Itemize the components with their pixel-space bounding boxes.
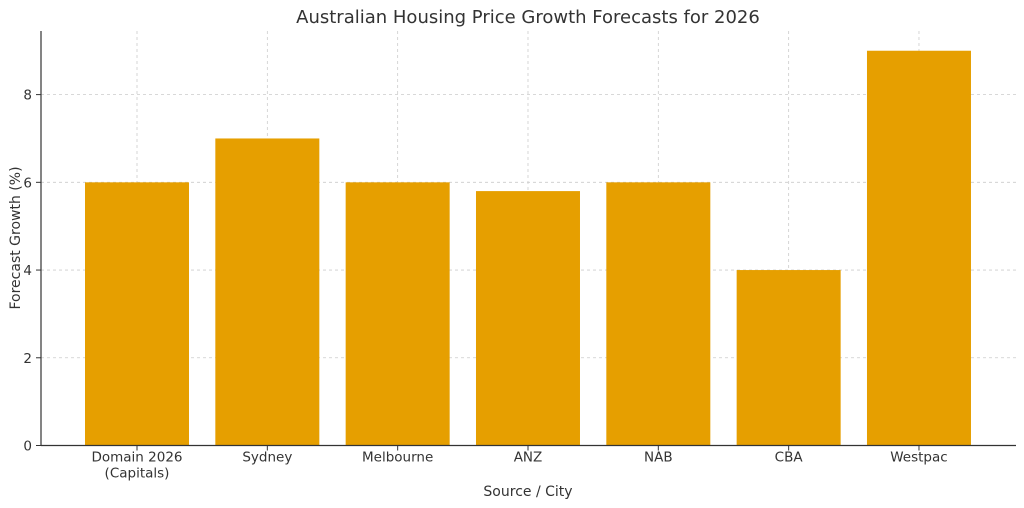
y-tick-label: 2 [23, 351, 32, 367]
x-axis-ticks: Domain 2026 (Capitals) Sydney Melbourne ANZ N… [91, 445, 948, 482]
y-tick-label: 8 [23, 88, 32, 104]
bar [475, 191, 580, 446]
chart-title: Australian Housing Price Growth Forecast… [296, 7, 760, 28]
bar [606, 182, 711, 446]
y-tick-label: 4 [23, 263, 32, 279]
x-axis-label: Source / City [483, 484, 572, 500]
y-tick-label: 6 [23, 175, 32, 191]
bar [85, 182, 189, 446]
x-tick-label: Sydney [242, 450, 292, 466]
x-tick-label: ANZ [514, 450, 543, 466]
x-tick-label: CBA [775, 450, 804, 466]
bar [866, 50, 971, 446]
x-tick-label: Domain 2026 (Capitals) [91, 450, 182, 482]
y-tick-label: 0 [23, 439, 32, 455]
bars [85, 50, 971, 446]
y-axis-ticks: 0 2 4 6 8 [23, 88, 41, 455]
x-tick-label: NAB [644, 450, 673, 466]
bar [215, 138, 320, 446]
y-axis-label: Forecast Growth (%) [8, 166, 24, 309]
bar [736, 270, 841, 446]
bar [345, 182, 450, 446]
x-tick-label: Westpac [890, 450, 947, 466]
x-tick-label: Melbourne [362, 450, 433, 466]
